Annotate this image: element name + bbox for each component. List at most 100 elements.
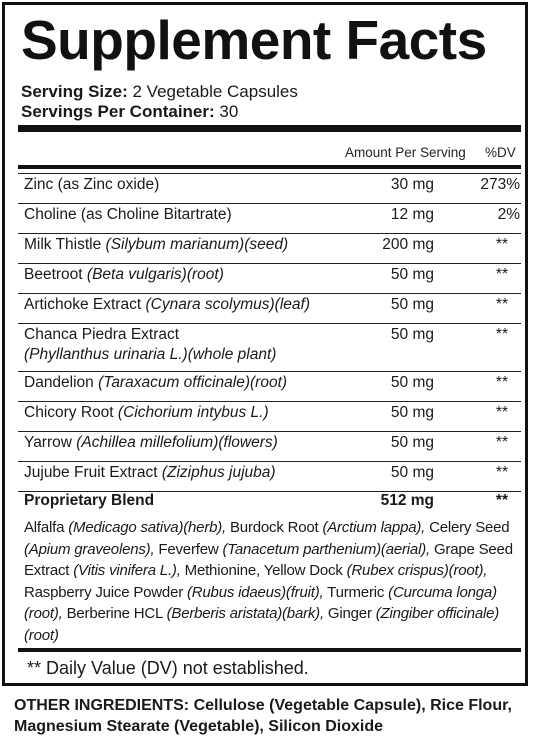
nutrient-latin-name: (Achillea millefolium) xyxy=(76,434,219,451)
nutrient-amount: 50 mg xyxy=(390,434,434,451)
dv-footnote: ** Daily Value (DV) not established. xyxy=(27,658,309,678)
row-divider xyxy=(18,431,521,432)
row-divider xyxy=(18,203,521,204)
row-divider xyxy=(18,233,521,234)
nutrient-amount: 50 mg xyxy=(390,374,434,391)
row-divider xyxy=(18,173,521,174)
blend-latin-name: (Vitis vinifera L.), xyxy=(73,562,181,579)
nutrient-latin-name: (Cichorium intybus L.) xyxy=(117,404,269,421)
row-divider xyxy=(18,263,521,264)
nutrient-latin-name: (Cynara scolymus) xyxy=(145,296,275,313)
nutrient-amount: 50 mg xyxy=(390,404,434,421)
supplement-facts-panel: Supplement Facts Serving Size: 2 Vegetab… xyxy=(2,2,528,686)
servings-per-container: Servings Per Container: 30 xyxy=(21,102,238,122)
nutrient-amount: 50 mg xyxy=(390,296,434,313)
other-ingredients: OTHER INGREDIENTS: Cellulose (Vegetable … xyxy=(14,695,524,737)
serving-size-label: Serving Size: xyxy=(21,82,128,101)
blend-dv: ** xyxy=(495,492,508,509)
nutrient-plant-part: (flowers) xyxy=(218,434,278,451)
nutrient-name: Yarrow (Achillea millefolium)(flowers) xyxy=(24,433,394,453)
blend-ingredient-name: Turmeric xyxy=(323,583,389,601)
nutrient-name: Beetroot (Beta vulgaris)(root) xyxy=(24,265,394,285)
blend-ingredient-name: Raspberry Juice Powder xyxy=(24,583,187,601)
nutrient-common-name: Choline (as Choline Bitartrate) xyxy=(24,206,232,223)
blend-latin-name: (Curcuma longa)(root), xyxy=(24,583,497,623)
nutrient-amount: 50 mg xyxy=(390,266,434,283)
blend-ingredient-name: Grape Seed Extract xyxy=(24,540,513,580)
blend-latin-name: (Arctium lappa), xyxy=(322,519,426,536)
nutrient-plant-part: (root) xyxy=(186,266,224,283)
blend-ingredient-name: Ginger xyxy=(323,605,376,622)
nutrient-amount: 50 mg xyxy=(390,464,434,481)
nutrient-dv: ** xyxy=(495,434,508,451)
amount-column-header: Amount Per Serving xyxy=(345,145,466,160)
nutrient-common-name: Zinc (as Zinc oxide) xyxy=(24,176,160,193)
nutrient-common-name: Yarrow xyxy=(24,434,77,451)
other-ingredients-text: Cellulose (Vegetable Capsule), Rice Flou… xyxy=(14,697,512,735)
blend-ingredients: Alfalfa (Medicago sativa)(herb), Burdock… xyxy=(24,517,524,646)
other-ingredients-label: OTHER INGREDIENTS: xyxy=(14,697,190,714)
nutrient-dv: ** xyxy=(495,374,508,391)
nutrient-amount: 12 mg xyxy=(390,206,434,223)
nutrient-common-name: Artichoke Extract xyxy=(24,296,146,313)
blend-ingredient-name: Alfalfa xyxy=(24,519,69,536)
nutrient-name: Milk Thistle (Silybum marianum)(seed) xyxy=(24,235,394,255)
nutrient-common-name: Chicory Root xyxy=(24,404,118,421)
blend-latin-name: (Rubex crispus)(root), xyxy=(346,562,488,579)
nutrient-common-name: Jujube Fruit Extract xyxy=(24,464,162,481)
nutrient-amount: 200 mg xyxy=(382,236,434,253)
blend-ingredient-name: Celery Seed xyxy=(425,519,510,536)
nutrient-dv: ** xyxy=(495,266,508,283)
row-divider xyxy=(18,491,521,492)
nutrient-name: Chanca Piedra Extract (Phyllanthus urinar… xyxy=(24,325,394,365)
nutrient-dv: ** xyxy=(495,326,508,343)
nutrient-latin-name: (Ziziphus jujuba) xyxy=(161,464,276,481)
footnote-divider xyxy=(18,648,521,652)
blend-latin-name: (Apium graveolens), xyxy=(24,540,155,558)
servings-per-container-label: Servings Per Container: xyxy=(21,102,215,121)
nutrient-dv: 2% xyxy=(497,206,520,223)
panel-title: Supplement Facts xyxy=(21,9,487,71)
blend-ingredient-name: Berberine HCL xyxy=(62,605,167,622)
blend-latin-name: (Zingiber officinale)(root) xyxy=(24,605,500,644)
nutrient-plant-part: (whole plant) xyxy=(187,346,277,363)
row-divider xyxy=(18,371,521,372)
header-divider xyxy=(18,165,521,169)
nutrient-name: Zinc (as Zinc oxide) xyxy=(24,175,394,195)
nutrient-common-name: Chanca Piedra Extract xyxy=(24,326,180,343)
nutrient-common-name: Beetroot xyxy=(24,266,87,283)
nutrient-name: Jujube Fruit Extract (Ziziphus jujuba) xyxy=(24,463,394,483)
blend-latin-name: (Medicago sativa)(herb), xyxy=(68,519,227,536)
nutrient-plant-part: (seed) xyxy=(244,236,289,253)
blend-amount: 512 mg xyxy=(380,492,434,509)
nutrient-name: Artichoke Extract (Cynara scolymus)(leaf… xyxy=(24,295,394,315)
nutrient-latin-name: (Silybum marianum) xyxy=(105,236,245,253)
nutrient-plant-part: (root) xyxy=(250,374,288,391)
nutrient-name: Choline (as Choline Bitartrate) xyxy=(24,205,394,225)
row-divider xyxy=(18,323,521,324)
nutrient-name: Dandelion (Taraxacum officinale)(root) xyxy=(24,373,394,393)
blend-name: Proprietary Blend xyxy=(24,492,155,509)
dv-column-header: %DV xyxy=(485,145,516,160)
row-divider xyxy=(18,293,521,294)
blend-ingredient-name: Feverfew xyxy=(154,540,223,558)
nutrient-latin-name: (Phyllanthus urinaria L.) xyxy=(24,346,188,363)
blend-ingredient-name: Methionine, Yellow Dock xyxy=(180,562,347,579)
row-divider xyxy=(18,461,521,462)
serving-size: Serving Size: 2 Vegetable Capsules xyxy=(21,82,298,102)
nutrient-dv: ** xyxy=(495,236,508,253)
nutrient-common-name: Dandelion xyxy=(24,374,99,391)
nutrient-amount: 50 mg xyxy=(390,326,434,343)
serving-size-value: 2 Vegetable Capsules xyxy=(127,82,298,101)
blend-latin-name: (Tanacetum parthenium)(aerial), xyxy=(222,540,430,558)
nutrient-latin-name: (Taraxacum officinale) xyxy=(98,374,251,391)
blend-latin-name: (Rubus idaeus)(fruit), xyxy=(186,583,324,601)
row-divider xyxy=(18,401,521,402)
blend-latin-name: (Berberis aristata)(bark), xyxy=(166,605,325,622)
thick-divider xyxy=(18,125,521,132)
servings-per-container-value: 30 xyxy=(214,102,239,121)
nutrient-latin-name: (Beta vulgaris) xyxy=(86,266,187,283)
nutrient-dv: 273% xyxy=(480,176,520,193)
blend-ingredient-name: Burdock Root xyxy=(226,519,323,536)
nutrient-dv: ** xyxy=(495,404,508,421)
